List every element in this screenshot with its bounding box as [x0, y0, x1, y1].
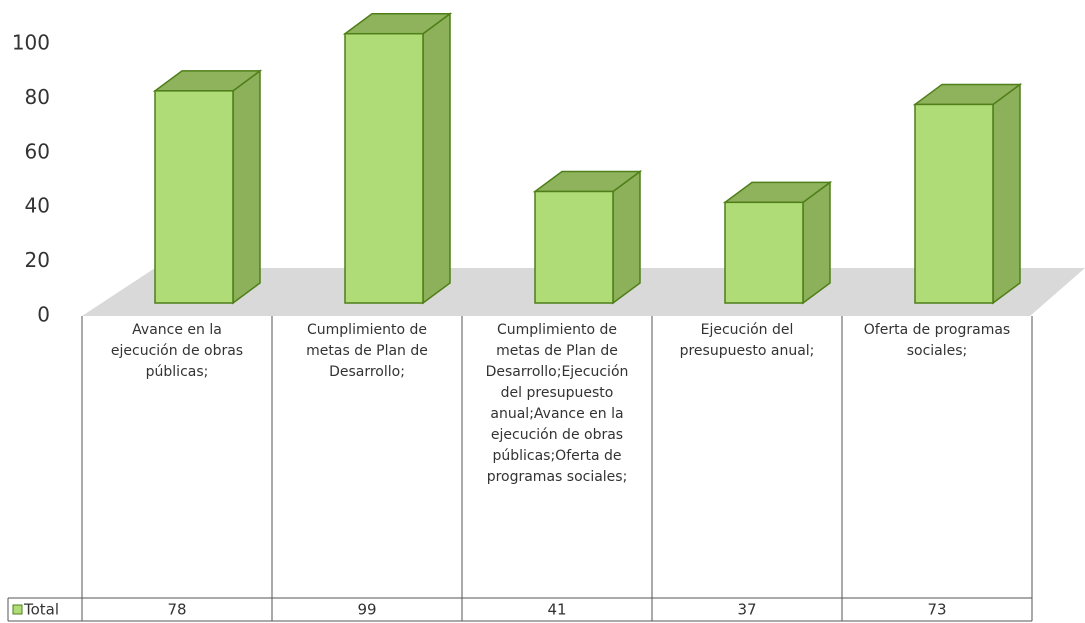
category-cell: Cumplimiento de metas de Plan de Desarro… — [306, 322, 428, 380]
bar — [344, 32, 424, 304]
x-tick-label: Ejecución del presupuesto anual; — [679, 322, 815, 359]
category-cell: Avance en la ejecución de obras públicas… — [110, 322, 244, 380]
legend-label: Total — [23, 601, 59, 619]
legend-swatch — [12, 604, 23, 615]
bar-side — [612, 169, 641, 305]
bar-side — [992, 82, 1021, 305]
bar — [724, 201, 804, 304]
x-tick-label: Avance en la ejecución de obras públicas… — [110, 322, 244, 380]
y-tick-label: 40 — [25, 194, 50, 218]
y-tick-label: 0 — [37, 303, 50, 327]
bar — [154, 90, 234, 304]
bar — [914, 103, 994, 304]
bar-side — [232, 69, 261, 305]
bar — [534, 190, 614, 304]
value-label: 73 — [927, 601, 946, 619]
bar-side — [802, 180, 831, 305]
x-tick-label: Cumplimiento de metas de Plan de Desarro… — [306, 322, 428, 380]
y-tick-label: 100 — [12, 31, 50, 55]
value-label: 41 — [547, 601, 566, 619]
category-cell: Oferta de programas sociales; — [863, 322, 1011, 359]
x-tick-label: Oferta de programas sociales; — [863, 322, 1011, 359]
value-label: 78 — [167, 601, 186, 619]
bar-side — [422, 12, 451, 305]
y-tick-label: 80 — [25, 85, 50, 109]
y-tick-label: 60 — [25, 139, 50, 163]
category-cell: Cumplimiento de metas de Plan de Desarro… — [485, 322, 629, 485]
category-cell: Ejecución del presupuesto anual; — [679, 322, 815, 359]
y-tick-label: 20 — [25, 248, 50, 272]
x-tick-label: Cumplimiento de metas de Plan de Desarro… — [485, 322, 629, 485]
value-label: 37 — [737, 601, 756, 619]
value-label: 99 — [357, 601, 376, 619]
